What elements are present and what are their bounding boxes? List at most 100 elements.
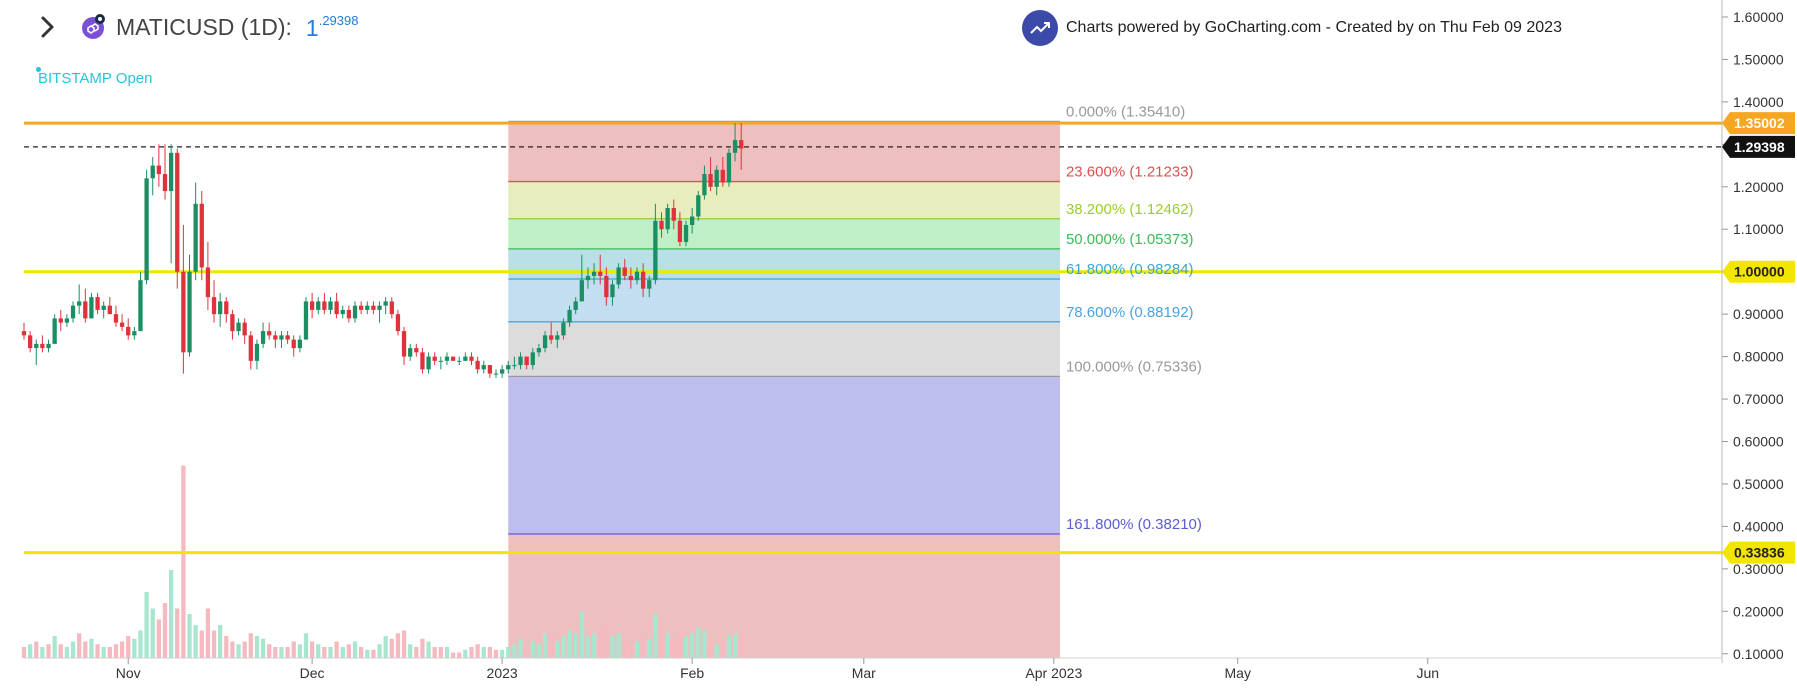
volume-bar bbox=[702, 630, 707, 658]
candle-body bbox=[659, 220, 664, 230]
volume-bar bbox=[542, 633, 548, 658]
candle-body bbox=[690, 216, 695, 225]
volume-bar bbox=[168, 570, 174, 658]
fib-zone bbox=[508, 218, 1060, 249]
volume-bar bbox=[138, 630, 143, 658]
price-tag: 1.00000 bbox=[1722, 260, 1795, 283]
volume-bar bbox=[732, 633, 738, 658]
volume-bar bbox=[101, 647, 106, 658]
volume-bar bbox=[248, 633, 253, 658]
exchange-label: BITSTAMP Open bbox=[38, 70, 153, 87]
volume-bar bbox=[622, 638, 627, 658]
candle-body bbox=[119, 322, 125, 327]
y-tick-label: 0.30000 bbox=[1733, 561, 1784, 577]
price-tag-bg bbox=[1722, 260, 1795, 283]
candle-body bbox=[297, 339, 302, 349]
candle-body bbox=[634, 271, 640, 281]
volume-bar bbox=[40, 647, 45, 658]
volume-bar bbox=[555, 641, 560, 658]
powered-by-banner: Charts powered by GoCharting.com - Creat… bbox=[1022, 10, 1562, 46]
candle-body bbox=[285, 335, 290, 340]
candle-body bbox=[573, 301, 578, 310]
candle-body bbox=[720, 169, 725, 183]
fibonacci-zones[interactable] bbox=[508, 120, 1060, 658]
candle-body bbox=[175, 152, 180, 272]
y-tick-label: 0.70000 bbox=[1733, 391, 1784, 407]
volume-bar bbox=[549, 633, 554, 658]
candle-body bbox=[591, 271, 597, 276]
volume-bar bbox=[162, 603, 168, 658]
candle-body bbox=[518, 356, 523, 366]
candle-body bbox=[567, 309, 572, 323]
price-tag-label: 0.33836 bbox=[1734, 545, 1785, 561]
volume-bar bbox=[683, 636, 689, 658]
candle-body bbox=[457, 360, 462, 362]
candle-body bbox=[414, 348, 419, 353]
symbol-title: MATICUSD (1D): bbox=[116, 13, 292, 40]
y-tick-label: 1.40000 bbox=[1733, 94, 1784, 110]
y-tick-label: 0.90000 bbox=[1733, 306, 1784, 322]
volume-bar bbox=[665, 633, 670, 658]
candle-body bbox=[671, 208, 676, 221]
x-tick-label: Mar bbox=[852, 665, 876, 681]
powered-by-text: Charts powered by GoCharting.com - Creat… bbox=[1066, 19, 1562, 36]
volume-bar bbox=[628, 644, 634, 658]
volume-bar bbox=[506, 647, 511, 658]
volume-bar bbox=[640, 636, 646, 658]
volume-bar bbox=[647, 638, 652, 658]
volume-bar bbox=[83, 641, 88, 658]
volume-bar bbox=[156, 619, 162, 658]
price-tag: 1.29398 bbox=[1722, 135, 1795, 158]
candle-body bbox=[260, 331, 266, 344]
volume-bar bbox=[303, 633, 309, 658]
candle-body bbox=[101, 305, 106, 310]
candle-body bbox=[506, 365, 511, 370]
volume-bar bbox=[211, 630, 217, 658]
candle-body bbox=[199, 203, 204, 268]
exchange-status-dot bbox=[36, 67, 41, 72]
volume-bar bbox=[334, 641, 339, 658]
fib-zone bbox=[508, 376, 1060, 534]
candle-body bbox=[640, 271, 646, 289]
volume-bar bbox=[254, 636, 260, 658]
fib-level-label: 0.000% (1.35410) bbox=[1066, 103, 1185, 120]
volume-bar bbox=[187, 614, 192, 658]
candle-body bbox=[561, 322, 566, 336]
price-tag-label: 1.35002 bbox=[1734, 115, 1785, 131]
candle-body bbox=[732, 140, 738, 153]
volume-bar bbox=[438, 647, 443, 658]
volume-bar bbox=[677, 630, 683, 658]
volume-bar bbox=[273, 647, 278, 658]
candle-body bbox=[401, 331, 407, 357]
candle-body bbox=[579, 280, 584, 302]
candle-body bbox=[83, 301, 88, 319]
candle-body bbox=[126, 326, 131, 336]
volume-bar bbox=[132, 638, 137, 658]
candle-body bbox=[444, 356, 450, 361]
volume-bar bbox=[328, 647, 333, 658]
current-price: 1.29398 bbox=[305, 12, 359, 41]
candle-body bbox=[389, 301, 394, 315]
volume-bar bbox=[181, 465, 186, 658]
volume-bar bbox=[383, 636, 388, 658]
candle-body bbox=[144, 178, 149, 281]
candle-body bbox=[524, 356, 529, 366]
candle-body bbox=[279, 335, 284, 340]
candle-body bbox=[487, 365, 493, 374]
candle-body bbox=[530, 352, 535, 366]
volume-bar bbox=[260, 638, 266, 658]
volume-bar bbox=[70, 641, 76, 658]
fib-level-label: 50.000% (1.05373) bbox=[1066, 231, 1194, 248]
volume-bar bbox=[420, 638, 425, 658]
price-tag-label: 1.00000 bbox=[1734, 264, 1785, 280]
candle-body bbox=[40, 343, 45, 349]
chart-header: MATICUSD (1D): 1.29398 bbox=[38, 12, 358, 42]
chevron-right-icon[interactable] bbox=[38, 14, 58, 40]
candle-body bbox=[27, 335, 33, 349]
candle-body bbox=[622, 267, 627, 276]
candle-body bbox=[604, 275, 609, 298]
candle-body bbox=[322, 301, 327, 310]
horizontal-lines[interactable] bbox=[24, 121, 1722, 555]
candle-body bbox=[371, 305, 376, 310]
